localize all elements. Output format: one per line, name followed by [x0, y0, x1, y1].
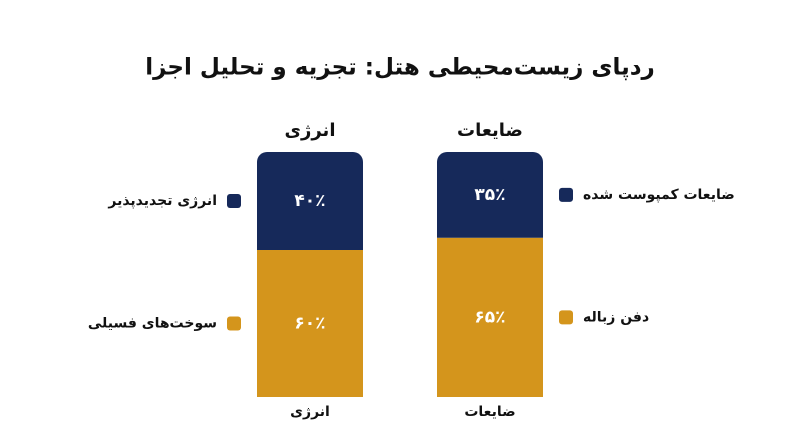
value-label: ۴۰٪	[294, 191, 325, 211]
legend-swatch	[559, 187, 573, 202]
value-label: ۶۰٪	[294, 314, 325, 334]
legend-swatch	[559, 310, 573, 325]
legend-swatch	[227, 316, 241, 331]
legend-label: انرژی تجدیدپذیر	[107, 193, 217, 209]
chart-title: ردپای زیست‌محیطی هتل: تجزیه و تحلیل اجزا	[145, 55, 655, 81]
legend-swatch	[227, 194, 241, 208]
bar-header: ضایعات	[457, 120, 523, 141]
value-label: ۶۵٪	[474, 307, 505, 327]
bar-segment	[257, 152, 363, 250]
value-label: ۳۵٪	[474, 185, 505, 205]
bar-segment	[257, 250, 363, 397]
bar-group	[437, 152, 543, 397]
legend-label: ضایعات کمپوست شده	[583, 187, 735, 203]
bar-segment	[437, 152, 543, 238]
x-tick-label: انرژی	[290, 404, 330, 420]
legend-label: دفن زباله	[583, 309, 649, 325]
bar-segment	[437, 237, 543, 397]
legend-label: سوخت‌های فسیلی	[88, 316, 217, 332]
x-tick-label: ضایعات	[464, 404, 515, 420]
bar-header: انرژی	[285, 120, 336, 141]
bar-group	[257, 152, 363, 397]
